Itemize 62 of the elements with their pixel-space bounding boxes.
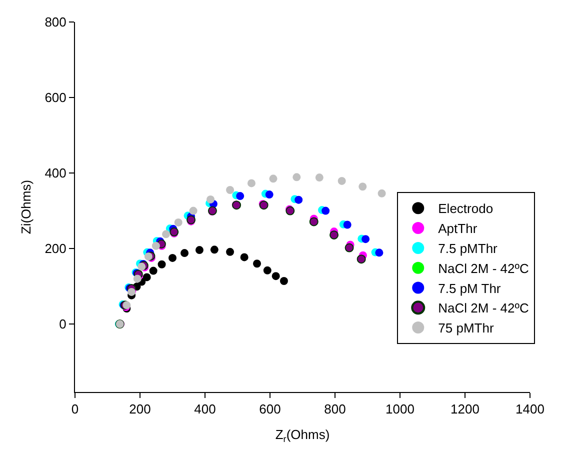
point: [149, 266, 158, 275]
point: [322, 206, 330, 215]
point: [240, 253, 248, 262]
x-tick-label: 1400: [516, 402, 544, 417]
point: [189, 206, 198, 215]
point: [144, 252, 152, 260]
point: [362, 235, 370, 244]
point: [158, 260, 166, 268]
y-tick-label: 600: [44, 90, 66, 106]
legend-label: 75 pMThr: [438, 320, 494, 336]
legend-label: Electrodo: [438, 201, 494, 216]
point: [152, 242, 160, 250]
point: [236, 192, 244, 200]
point: [162, 230, 170, 238]
legend-label: NaCl 2M - 42ºC: [438, 300, 529, 316]
point: [174, 218, 182, 226]
point: [247, 179, 256, 188]
legend-label: AptThr: [438, 221, 478, 236]
legend-label: 7.5 pM Thr: [438, 280, 502, 296]
point: [315, 174, 324, 182]
point: [263, 266, 272, 274]
x-tick-label: 200: [129, 402, 151, 417]
point: [272, 272, 280, 280]
point: [195, 246, 204, 254]
x-tick-label: 600: [259, 402, 281, 417]
point: [344, 243, 354, 252]
x-axis-title: Z$_{r}$(Ohms): [275, 427, 330, 444]
point: [378, 189, 386, 198]
point: [358, 182, 367, 191]
x-tick-label: 1000: [386, 402, 414, 417]
x-tick-label: 800: [324, 402, 346, 417]
y-axis-title: Zi(Ohms): [18, 180, 34, 234]
point: [226, 248, 234, 256]
legend-label: NaCl 2M - 42ºC: [438, 260, 529, 276]
point: [206, 195, 215, 204]
point: [265, 190, 274, 199]
x-tick-label: 1200: [450, 402, 480, 417]
point: [138, 262, 146, 271]
point: [356, 254, 366, 264]
point: [343, 220, 352, 229]
point: [226, 186, 234, 194]
point: [133, 274, 142, 283]
x-tick-label: 400: [194, 402, 216, 417]
point: [280, 277, 288, 285]
point: [269, 174, 278, 183]
point: [309, 217, 318, 226]
point: [375, 248, 384, 257]
y-tick-label: 800: [44, 14, 66, 30]
point: [330, 230, 339, 240]
point: [180, 249, 189, 258]
y-tick-label: 400: [44, 166, 66, 181]
point: [210, 246, 218, 254]
point: [142, 273, 151, 282]
y-tick-label: 200: [44, 241, 66, 256]
x-tick-label: 0: [71, 402, 79, 417]
point: [253, 260, 261, 268]
point: [292, 173, 301, 182]
point: [294, 196, 303, 204]
legend-label: 7.5 pMThr: [438, 241, 498, 256]
point: [338, 176, 346, 185]
y-tick-label: 0: [59, 316, 66, 332]
point: [168, 254, 176, 262]
